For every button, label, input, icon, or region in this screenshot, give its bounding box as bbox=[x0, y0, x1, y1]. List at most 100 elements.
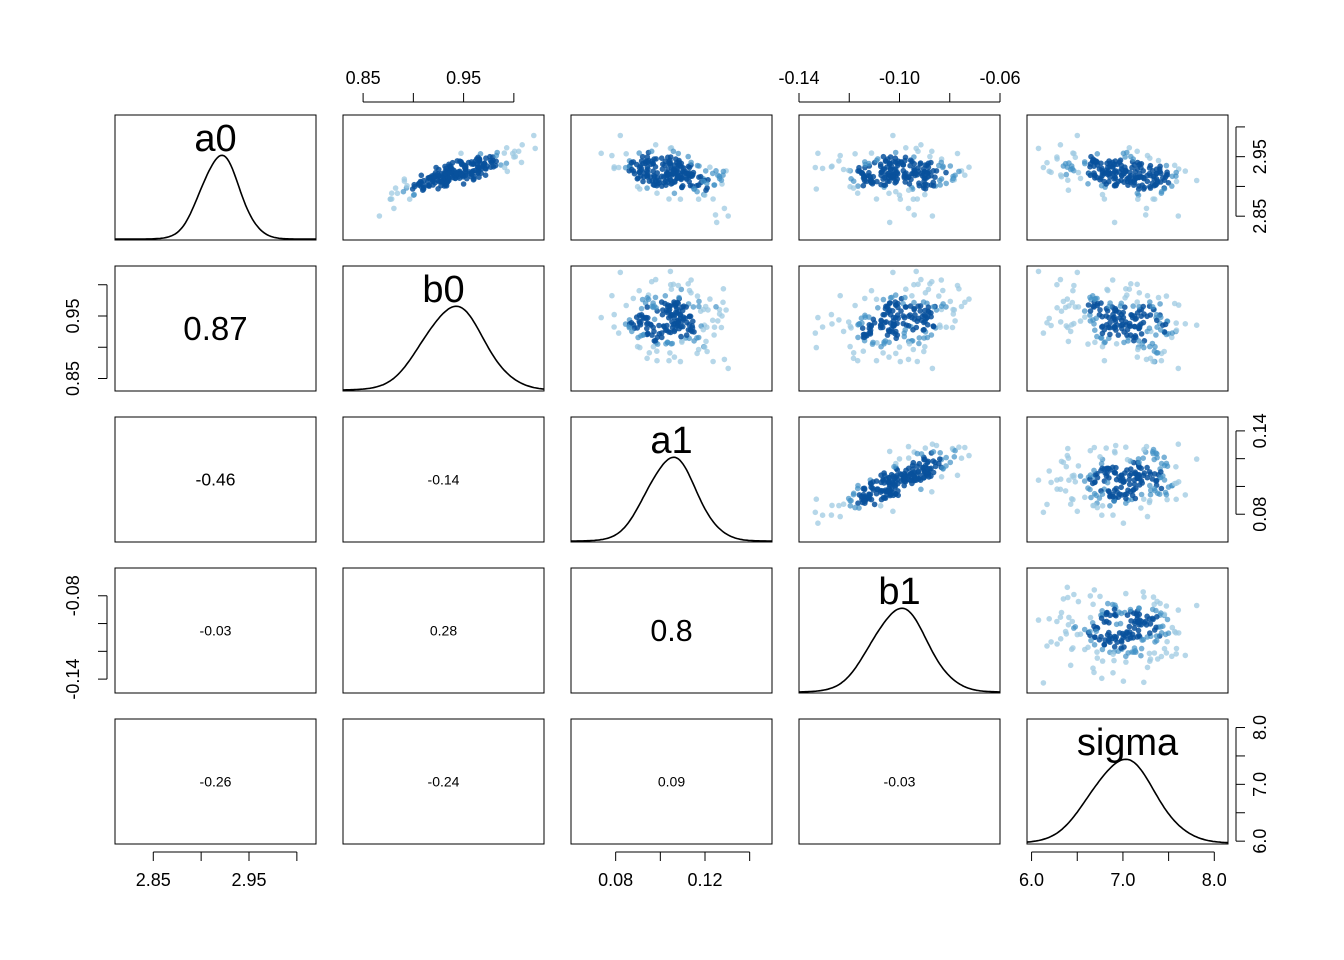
scatter-point bbox=[962, 444, 968, 451]
tick-label: -0.14 bbox=[778, 68, 819, 88]
scatter-point bbox=[615, 330, 622, 336]
scatter-point bbox=[694, 293, 701, 299]
scatter-point bbox=[709, 317, 716, 324]
scatter-point bbox=[829, 163, 835, 169]
scatter-point bbox=[1111, 644, 1118, 650]
scatter-point bbox=[914, 196, 921, 202]
scatter-point bbox=[855, 500, 861, 507]
scatter-point bbox=[630, 295, 637, 302]
scatter-point bbox=[1097, 593, 1103, 600]
scatter-point bbox=[850, 350, 857, 356]
panel-b1-b1: b1 bbox=[798, 567, 1001, 694]
scatter-point bbox=[886, 190, 892, 197]
scatter-point bbox=[916, 335, 923, 341]
scatter-point bbox=[855, 334, 861, 341]
scatter-point bbox=[1082, 314, 1088, 320]
scatter-point bbox=[1103, 322, 1110, 328]
scatter-point bbox=[623, 302, 629, 309]
scatter-point bbox=[1092, 634, 1098, 641]
scatter-point bbox=[661, 323, 667, 330]
scatter-point bbox=[921, 326, 927, 333]
scatter-point bbox=[1175, 441, 1182, 448]
scatter-point bbox=[928, 159, 934, 166]
panel-frame bbox=[1026, 114, 1229, 241]
scatter-point bbox=[1062, 304, 1069, 311]
scatter-point bbox=[1098, 615, 1105, 621]
scatter-point bbox=[887, 166, 894, 172]
scatter-point bbox=[1131, 625, 1138, 631]
scatter-point bbox=[1150, 358, 1156, 365]
scatter-point bbox=[447, 174, 453, 180]
scatter-point bbox=[1091, 296, 1098, 303]
scatter-point bbox=[1118, 639, 1125, 645]
scatter-point bbox=[1141, 496, 1147, 503]
scatter-point bbox=[1123, 319, 1129, 325]
scatter-point bbox=[858, 315, 865, 322]
scatter-point bbox=[1063, 631, 1070, 637]
scatter-point bbox=[1144, 613, 1150, 620]
scatter-point bbox=[1135, 346, 1141, 353]
scatter-point bbox=[886, 448, 893, 455]
scatter-point bbox=[902, 474, 908, 481]
scatter-point bbox=[907, 157, 914, 163]
scatter-point bbox=[956, 286, 962, 292]
scatter-point bbox=[1085, 341, 1091, 347]
scatter-point bbox=[1081, 478, 1088, 484]
scatter-point bbox=[1150, 594, 1157, 600]
scatter-point bbox=[966, 452, 972, 459]
scatter-point bbox=[861, 485, 868, 492]
scatter-point bbox=[873, 157, 880, 164]
scatter-point bbox=[1164, 638, 1170, 645]
scatter-point bbox=[902, 327, 908, 333]
scatter-point bbox=[712, 212, 719, 218]
scatter-point bbox=[1123, 444, 1129, 451]
tick-label: 2.85 bbox=[136, 870, 171, 890]
scatter-point bbox=[873, 296, 880, 303]
scatter-point bbox=[1173, 651, 1179, 657]
scatter-point bbox=[659, 311, 666, 318]
scatter-point bbox=[1118, 472, 1125, 479]
scatter-point bbox=[962, 299, 968, 306]
scatter-point bbox=[1138, 465, 1144, 472]
scatter-point bbox=[1153, 637, 1160, 644]
scatter-point bbox=[647, 174, 654, 180]
scatter-point bbox=[1085, 181, 1091, 187]
scatter-point bbox=[651, 156, 657, 162]
scatter-point bbox=[394, 190, 401, 197]
scatter-point bbox=[1126, 623, 1133, 630]
scatter-point bbox=[713, 304, 719, 310]
scatter-point bbox=[924, 334, 931, 341]
scatter-point bbox=[1138, 622, 1144, 628]
scatter-point bbox=[1046, 315, 1052, 322]
correlation-label: -0.14 bbox=[428, 471, 460, 487]
scatter-point bbox=[1035, 145, 1042, 152]
tick-label: 0.14 bbox=[1250, 413, 1270, 448]
scatter-point bbox=[1112, 442, 1119, 449]
scatter-point bbox=[926, 309, 932, 316]
scatter-point bbox=[1111, 498, 1117, 504]
scatter-point bbox=[1161, 186, 1168, 192]
scatter-point bbox=[1094, 504, 1101, 511]
scatter-point bbox=[905, 356, 912, 363]
scatter-point bbox=[1094, 333, 1100, 340]
scatter-point bbox=[675, 150, 682, 157]
scatter-point bbox=[868, 481, 874, 488]
panel-a0-a0: a0 bbox=[114, 114, 317, 241]
scatter-point bbox=[631, 170, 638, 177]
scatter-point bbox=[813, 344, 820, 351]
scatter-point bbox=[889, 308, 896, 314]
scatter-point bbox=[815, 150, 821, 157]
scatter-point bbox=[1091, 321, 1097, 327]
scatter-point bbox=[861, 334, 868, 341]
scatter-point bbox=[871, 320, 878, 326]
scatter-point bbox=[1099, 343, 1106, 350]
scatter-point bbox=[1057, 142, 1064, 148]
scatter-point bbox=[1065, 187, 1072, 193]
scatter-point bbox=[1153, 624, 1159, 631]
scatter-point bbox=[654, 334, 661, 341]
scatter-point bbox=[903, 286, 909, 293]
scatter-point bbox=[1087, 476, 1093, 483]
scatter-point bbox=[1155, 157, 1162, 164]
scatter-point bbox=[930, 449, 937, 455]
scatter-point bbox=[911, 305, 917, 312]
